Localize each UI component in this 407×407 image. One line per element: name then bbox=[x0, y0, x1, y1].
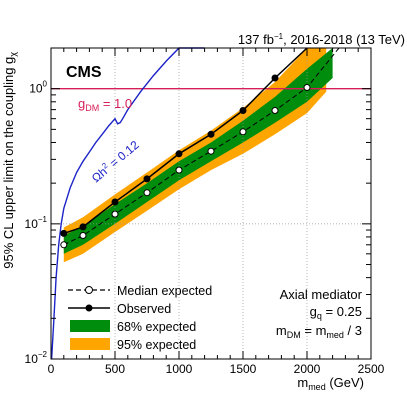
legend: Median expected Observed 68% expected 95… bbox=[68, 284, 212, 352]
observed-point bbox=[79, 223, 87, 231]
median-point bbox=[175, 166, 183, 174]
legend-95: 95% expected bbox=[70, 338, 196, 352]
y-tick-label: 10−2 bbox=[25, 350, 48, 366]
observed-point bbox=[111, 198, 119, 206]
median-point bbox=[207, 147, 215, 155]
median-point bbox=[239, 128, 247, 136]
x-tick-label: 2500 bbox=[358, 362, 385, 376]
relic-density-curve bbox=[50, 47, 205, 360]
observed-point bbox=[239, 107, 247, 114]
median-point bbox=[111, 210, 119, 218]
median-point bbox=[60, 241, 68, 249]
median-point bbox=[303, 84, 311, 91]
model-label: Axial mediator bbox=[280, 287, 363, 302]
observed-point bbox=[271, 74, 279, 82]
y-tick-label: 10−1 bbox=[25, 215, 48, 231]
median-expected-series bbox=[60, 47, 340, 249]
observed-point bbox=[207, 130, 215, 138]
observed-series bbox=[60, 47, 308, 237]
svg-text:Observed: Observed bbox=[117, 302, 171, 316]
relic-line bbox=[50, 47, 205, 360]
legend-68: 68% expected bbox=[70, 320, 196, 334]
observed-point bbox=[175, 150, 183, 158]
median-line bbox=[63, 47, 340, 246]
legend-observed: Observed bbox=[68, 302, 171, 316]
x-axis-title: mmed (GeV) bbox=[297, 375, 364, 392]
cms-logo-text: CMS bbox=[66, 64, 102, 81]
coupling-label: gq = 0.25 bbox=[310, 304, 362, 321]
x-tick-label: 0 bbox=[48, 362, 55, 376]
x-tick-label: 500 bbox=[105, 362, 125, 376]
band-68-expected bbox=[63, 48, 333, 254]
gdm-label: gDM = 1.0 bbox=[78, 96, 132, 113]
plot-frame bbox=[50, 47, 372, 360]
x-tick-label: 1000 bbox=[166, 362, 193, 376]
svg-text:68% expected: 68% expected bbox=[117, 320, 196, 334]
svg-text:Median expected: Median expected bbox=[117, 284, 212, 298]
median-point bbox=[271, 107, 279, 114]
legend-median: Median expected bbox=[68, 284, 212, 298]
svg-text:95% expected: 95% expected bbox=[117, 338, 196, 352]
y-axis-title: 95% CL upper limit on the coupling gχ bbox=[1, 52, 18, 269]
median-point bbox=[143, 189, 151, 197]
observed-point bbox=[60, 229, 68, 237]
median-point bbox=[79, 232, 87, 239]
observed-point bbox=[143, 175, 151, 183]
x-tick-label: 1500 bbox=[230, 362, 257, 376]
band-68-area bbox=[63, 48, 333, 254]
lumi-label: 137 fb−1, 2016-2018 (13 TeV) bbox=[238, 32, 405, 47]
y-tick-label: 100 bbox=[29, 80, 47, 96]
mass-relation-label: mDM = mmed / 3 bbox=[276, 323, 362, 340]
x-tick-label: 2000 bbox=[294, 362, 321, 376]
axis-ticks: 0 500 1000 1500 2000 2500 10−2 10−1 100 bbox=[25, 47, 385, 376]
